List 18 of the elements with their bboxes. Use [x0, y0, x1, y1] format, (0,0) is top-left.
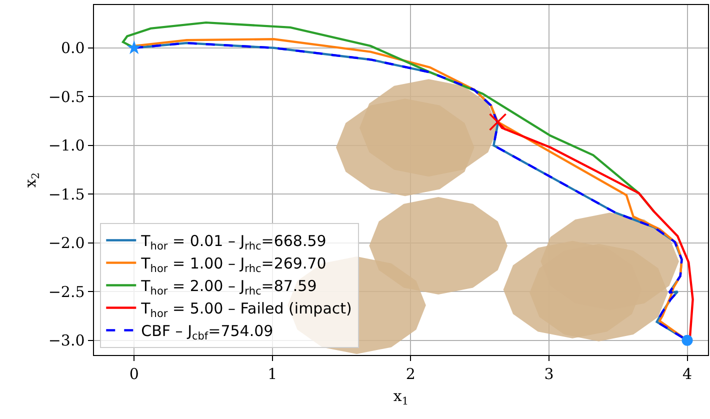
x-axis-title: x$_{1}$ — [393, 387, 409, 408]
y-tick-label: −1.0 — [48, 136, 85, 155]
x-tick-label: 2 — [406, 365, 416, 384]
y-tick-label: −2.0 — [48, 234, 85, 252]
y-tick-label: −1.5 — [48, 185, 85, 204]
legend-label: T$_{hor}$ = 0.01 – J$_{rhc}$=668.59 — [140, 232, 326, 252]
y-tick-label: −3.0 — [48, 332, 85, 350]
legend-label: T$_{hor}$ = 5.00 – Failed (impact) — [140, 300, 352, 320]
y-tick-label: 0.0 — [60, 39, 85, 58]
legend-label: T$_{hor}$ = 2.00 – J$_{rhc}$=87.59 — [140, 277, 317, 298]
x-tick-label: 4 — [682, 365, 692, 384]
legend-label: CBF – J$_{cbf}$=754.09 — [141, 322, 274, 342]
legend-label: T$_{hor}$ = 1.00 – J$_{rhc}$=269.70 — [140, 254, 326, 275]
x-tick-label: 0 — [129, 365, 139, 384]
y-tick-label: −0.5 — [48, 88, 85, 106]
y-tick-label: −2.5 — [48, 282, 85, 301]
x-tick-label: 3 — [544, 365, 554, 384]
x-tick-label: 1 — [268, 365, 278, 384]
